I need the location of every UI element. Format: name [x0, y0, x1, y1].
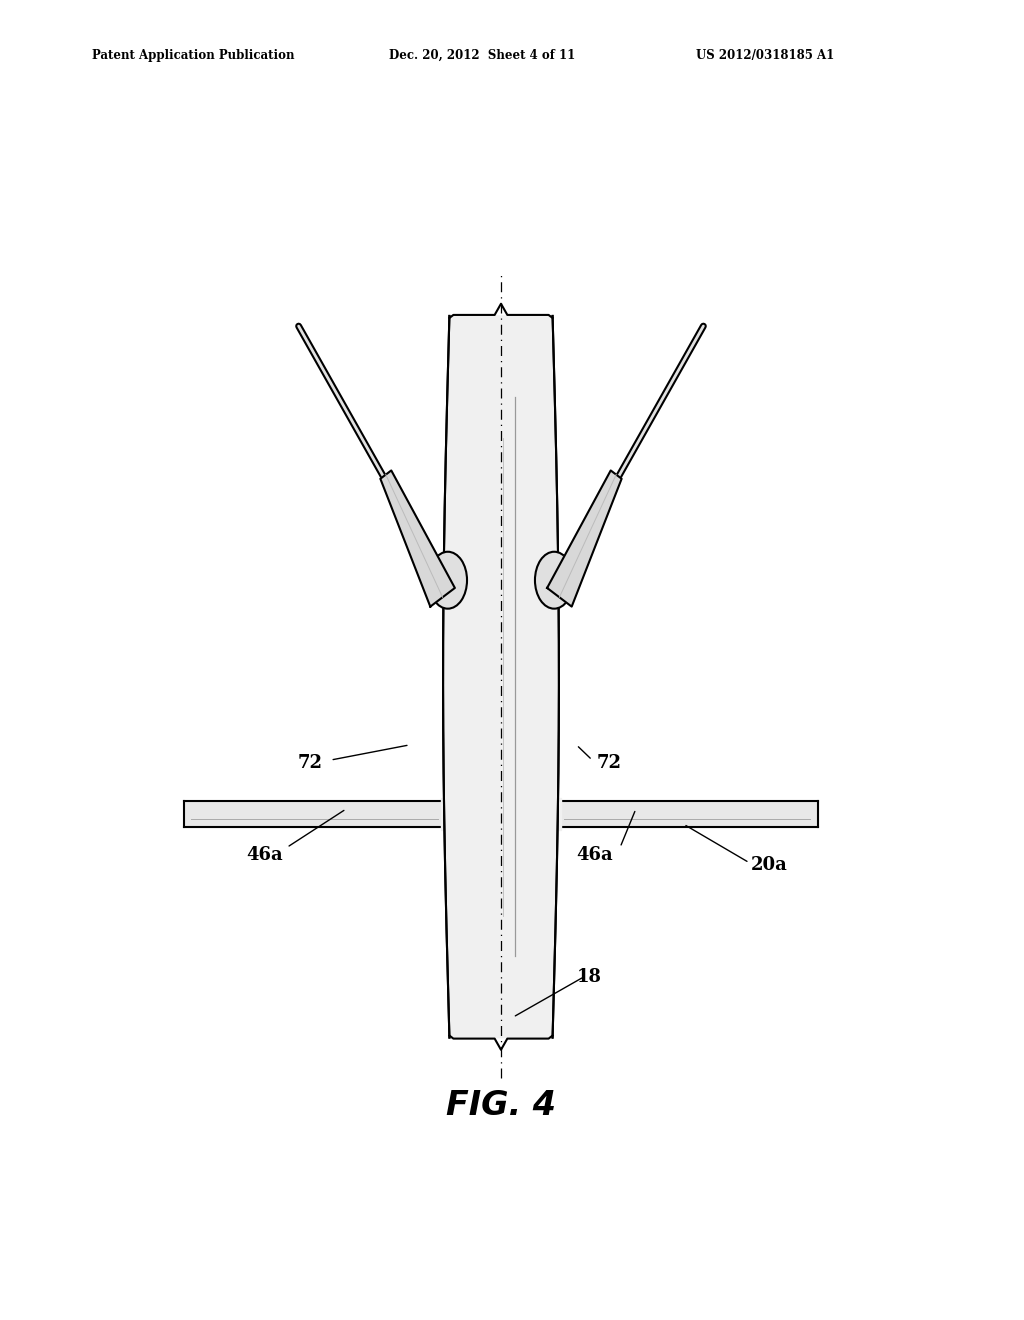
Ellipse shape — [429, 552, 467, 609]
Polygon shape — [441, 799, 560, 830]
Text: 46a: 46a — [577, 846, 613, 863]
Text: US 2012/0318185 A1: US 2012/0318185 A1 — [696, 49, 835, 62]
Text: 72: 72 — [297, 754, 323, 772]
Polygon shape — [183, 801, 818, 826]
Polygon shape — [380, 470, 455, 607]
Text: 20a: 20a — [751, 855, 787, 874]
Text: 18: 18 — [577, 968, 601, 986]
Ellipse shape — [535, 552, 573, 609]
Text: Patent Application Publication: Patent Application Publication — [92, 49, 295, 62]
Text: 72: 72 — [596, 754, 622, 772]
Text: FIG. 4: FIG. 4 — [446, 1089, 556, 1122]
Polygon shape — [547, 470, 622, 607]
Text: 46a: 46a — [246, 846, 283, 863]
Polygon shape — [443, 315, 559, 1038]
Text: Dec. 20, 2012  Sheet 4 of 11: Dec. 20, 2012 Sheet 4 of 11 — [389, 49, 575, 62]
